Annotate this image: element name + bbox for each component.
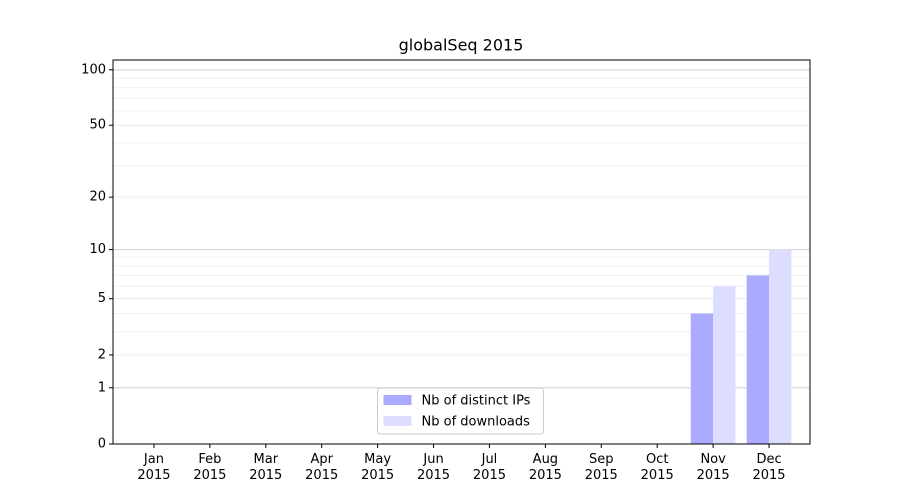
- bar: [690, 313, 714, 444]
- x-tick-label: Dec 2015: [752, 452, 786, 483]
- x-tick-label: Feb 2015: [193, 452, 227, 483]
- plot-frame: [112, 59, 811, 445]
- legend-label: Nb of distinct IPs: [422, 394, 531, 409]
- x-tick-label: Mar 2015: [249, 452, 283, 483]
- legend-frame: [377, 387, 544, 435]
- y-tick-label: 1: [98, 380, 106, 395]
- x-tick-label: Aug 2015: [528, 452, 562, 483]
- x-tick-label: May 2015: [361, 452, 395, 483]
- x-tick-label: Jul 2015: [472, 452, 506, 483]
- x-tick-label: Oct 2015: [640, 452, 674, 483]
- y-tick-label: 2: [98, 347, 106, 362]
- y-tick-label: 20: [89, 190, 106, 205]
- bar: [746, 275, 770, 444]
- y-tick-label: 10: [89, 242, 106, 257]
- y-tick-label: 5: [98, 291, 106, 306]
- legend-swatch: [383, 416, 412, 426]
- chart-title: globalSeq 2015: [399, 36, 524, 55]
- bar: [769, 249, 792, 444]
- legend-swatch: [383, 395, 412, 405]
- legend-label: Nb of downloads: [422, 415, 531, 430]
- y-tick-label: 100: [81, 62, 106, 77]
- bar: [713, 286, 736, 444]
- x-tick-label: Apr 2015: [305, 452, 339, 483]
- x-tick-label: Nov 2015: [696, 452, 730, 483]
- y-tick-label: 0: [98, 437, 106, 452]
- y-tick-label: 50: [89, 118, 106, 133]
- x-tick-label: Jan 2015: [137, 452, 171, 483]
- x-tick-label: Jun 2015: [416, 452, 451, 483]
- legend: Nb of distinct IPs Nb of downloads: [377, 387, 544, 435]
- x-tick-label: Sep 2015: [584, 452, 618, 483]
